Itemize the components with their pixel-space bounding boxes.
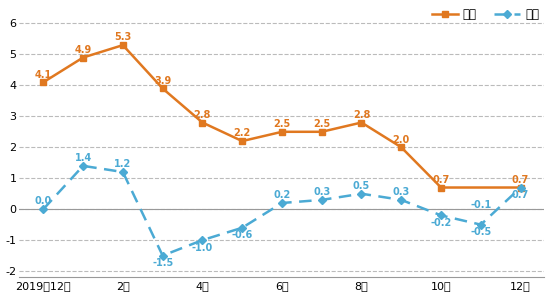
- 环比: [398, 198, 405, 202]
- Text: 0.3: 0.3: [393, 187, 410, 197]
- 同比: [518, 186, 524, 189]
- 同比: [438, 186, 444, 189]
- Text: 0.7: 0.7: [512, 190, 529, 200]
- Text: 0.5: 0.5: [353, 181, 370, 191]
- Text: 2.5: 2.5: [273, 119, 290, 129]
- 同比: [239, 139, 245, 143]
- 同比: [119, 43, 126, 47]
- Legend: 同比, 环比: 同比, 环比: [427, 4, 544, 26]
- Text: 2.2: 2.2: [234, 128, 251, 138]
- 同比: [318, 130, 325, 134]
- Text: 4.9: 4.9: [74, 45, 92, 55]
- Text: -0.2: -0.2: [431, 218, 452, 228]
- Text: 3.9: 3.9: [154, 76, 171, 86]
- 同比: [199, 121, 206, 124]
- 同比: [80, 56, 86, 59]
- Text: 4.1: 4.1: [35, 69, 52, 80]
- Text: -1.0: -1.0: [192, 243, 213, 253]
- Text: 2.8: 2.8: [353, 110, 370, 120]
- Text: 1.2: 1.2: [114, 159, 131, 169]
- Text: 2.8: 2.8: [194, 110, 211, 120]
- Text: 1.4: 1.4: [74, 153, 92, 163]
- Line: 环比: 环比: [40, 163, 524, 259]
- 环比: [358, 192, 365, 195]
- 环比: [518, 186, 524, 189]
- 同比: [358, 121, 365, 124]
- 环比: [40, 207, 47, 211]
- Text: 0.7: 0.7: [512, 175, 529, 185]
- 环比: [80, 164, 86, 168]
- Text: -0.6: -0.6: [232, 230, 253, 241]
- 同比: [398, 146, 405, 149]
- 环比: [239, 226, 245, 230]
- Line: 同比: 同比: [40, 42, 524, 191]
- Text: 0.2: 0.2: [273, 190, 290, 200]
- Text: 0.3: 0.3: [313, 187, 331, 197]
- 环比: [119, 170, 126, 174]
- Text: 2.0: 2.0: [393, 135, 410, 145]
- 同比: [160, 87, 166, 90]
- Text: 0.7: 0.7: [432, 175, 450, 185]
- Text: 2.5: 2.5: [313, 119, 331, 129]
- Text: -1.5: -1.5: [152, 258, 173, 268]
- 环比: [477, 223, 484, 226]
- 环比: [438, 214, 444, 217]
- 同比: [40, 80, 47, 84]
- 环比: [199, 238, 206, 242]
- Text: 0.0: 0.0: [35, 196, 52, 206]
- Text: 5.3: 5.3: [114, 32, 131, 42]
- Text: -0.5: -0.5: [470, 228, 492, 237]
- 环比: [279, 201, 285, 205]
- 同比: [279, 130, 285, 134]
- 环比: [318, 198, 325, 202]
- Text: -0.1: -0.1: [470, 200, 492, 210]
- 环比: [160, 254, 166, 257]
